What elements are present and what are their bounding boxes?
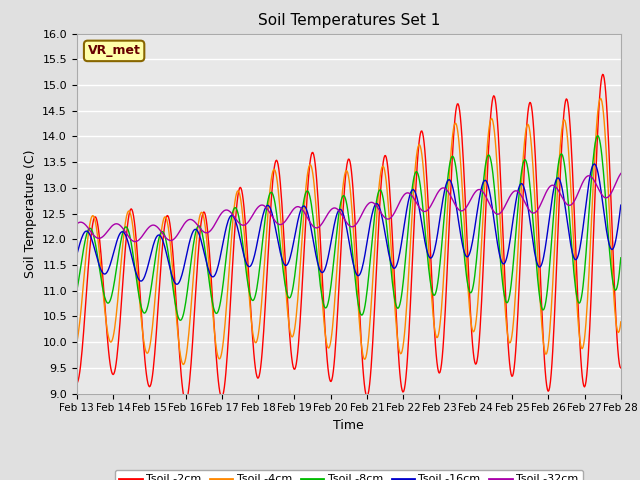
- Legend: Tsoil -2cm, Tsoil -4cm, Tsoil -8cm, Tsoil -16cm, Tsoil -32cm: Tsoil -2cm, Tsoil -4cm, Tsoil -8cm, Tsoi…: [115, 470, 583, 480]
- Text: VR_met: VR_met: [88, 44, 141, 58]
- X-axis label: Time: Time: [333, 419, 364, 432]
- Y-axis label: Soil Temperature (C): Soil Temperature (C): [24, 149, 36, 278]
- Title: Soil Temperatures Set 1: Soil Temperatures Set 1: [258, 13, 440, 28]
